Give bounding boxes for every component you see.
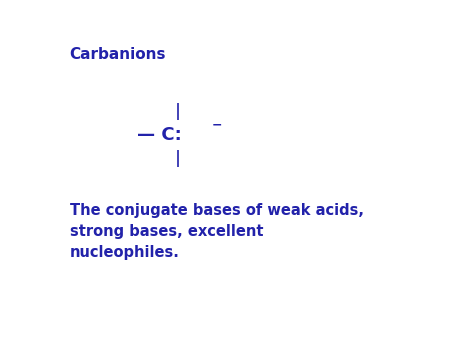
Text: Carbanions: Carbanions bbox=[70, 47, 166, 62]
Text: −: − bbox=[212, 119, 222, 131]
Text: — C:: — C: bbox=[137, 126, 188, 144]
Text: The conjugate bases of weak acids,
strong bases, excellent
nucleophiles.: The conjugate bases of weak acids, stron… bbox=[70, 203, 364, 260]
